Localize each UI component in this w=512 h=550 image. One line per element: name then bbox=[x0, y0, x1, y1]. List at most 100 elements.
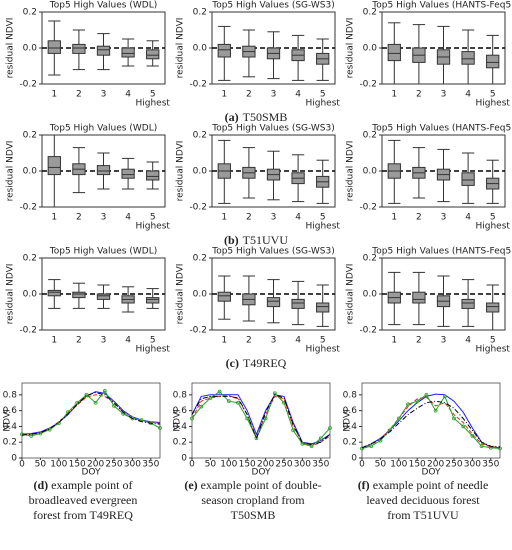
series-marker bbox=[442, 394, 447, 399]
x-tick-label: 50 bbox=[375, 460, 387, 470]
x-tick-label: 1 bbox=[51, 336, 57, 346]
x-axis-label: DOY bbox=[251, 468, 271, 478]
y-tick-label: 0.2 bbox=[193, 131, 207, 141]
x-tick-label: 3 bbox=[441, 213, 447, 223]
y-axis-label: residual NDVI bbox=[6, 18, 16, 79]
x-tick-label: 150 bbox=[69, 460, 86, 470]
series-marker bbox=[318, 436, 323, 441]
y-tick-label: 0.2 bbox=[23, 254, 37, 264]
x-tick-label: 300 bbox=[464, 460, 481, 470]
x-axis-label: DOY bbox=[421, 468, 441, 478]
y-tick-label: 0.4 bbox=[173, 422, 188, 432]
series-line bbox=[21, 391, 161, 436]
y-tick-label: 0.2 bbox=[193, 254, 207, 264]
series-marker bbox=[102, 388, 107, 393]
series-marker bbox=[461, 424, 466, 429]
series-marker bbox=[199, 404, 204, 409]
box bbox=[291, 298, 305, 309]
y-axis-label: residual NDVI bbox=[176, 18, 186, 79]
chart-title: Top5 High Values (SG-WS3) bbox=[211, 247, 335, 257]
y-tick-label: 0.4 bbox=[343, 422, 358, 432]
box bbox=[96, 45, 111, 56]
series-marker bbox=[130, 416, 135, 421]
x-tick-label: 4 bbox=[295, 90, 301, 100]
box bbox=[47, 156, 61, 176]
caption: T50SMB bbox=[231, 508, 276, 522]
caption-label: (c) bbox=[226, 356, 239, 370]
series-marker bbox=[263, 416, 268, 421]
box bbox=[47, 40, 61, 54]
chart-title: Top5 High Values (SG-WS3) bbox=[211, 1, 335, 11]
caption-text: T50SMB bbox=[231, 508, 276, 522]
x-tick-label: 150 bbox=[409, 460, 426, 470]
y-tick-label: 0.0 bbox=[363, 167, 378, 177]
x-tick-label: 300 bbox=[294, 460, 311, 470]
x-tick-label: 2 bbox=[416, 213, 422, 223]
y-tick-label: 0 bbox=[11, 454, 17, 464]
x-tick-label: 5 bbox=[320, 336, 326, 346]
box bbox=[121, 47, 135, 58]
y-tick-label: 0.2 bbox=[23, 131, 37, 141]
caption-label: (f) bbox=[358, 478, 370, 492]
caption-label: (e) bbox=[184, 478, 197, 492]
series-marker bbox=[300, 441, 305, 446]
x-tick-label: 4 bbox=[125, 90, 131, 100]
y-axis-label: residual NDVI bbox=[346, 264, 356, 325]
caption-text: forest from T49REQ bbox=[33, 508, 133, 522]
series-marker bbox=[190, 416, 194, 421]
y-axis-label: NDVI bbox=[173, 409, 183, 431]
caption: from T51UVU bbox=[387, 508, 459, 522]
x-tick-label: 4 bbox=[125, 213, 131, 223]
y-tick-label: 0.2 bbox=[363, 254, 377, 264]
y-tick-label: -0.2 bbox=[19, 203, 37, 213]
series-marker bbox=[93, 400, 98, 405]
x-tick-label: 4 bbox=[465, 213, 471, 223]
y-tick-label: 0.2 bbox=[363, 8, 377, 18]
y-tick-label: 0.8 bbox=[3, 390, 18, 400]
x-tick-label: 0 bbox=[19, 460, 25, 470]
y-tick-label: 0 bbox=[351, 454, 357, 464]
series-marker bbox=[158, 426, 162, 430]
x-tick-label: 350 bbox=[142, 460, 159, 470]
row-caption: (b) T51UVU bbox=[224, 233, 288, 247]
y-tick-label: -0.2 bbox=[189, 80, 207, 90]
x-tick-label: 3 bbox=[441, 336, 447, 346]
y-tick-label: 0.6 bbox=[343, 406, 358, 416]
chart-title: Top5 High Values (WDL) bbox=[49, 124, 157, 134]
y-axis-label: residual NDVI bbox=[346, 18, 356, 79]
chart-title: Top5 High Values (HANTS-Feq5) bbox=[371, 124, 512, 134]
box bbox=[96, 165, 111, 176]
box bbox=[121, 168, 135, 179]
y-tick-label: 0.0 bbox=[193, 290, 208, 300]
y-axis-label: residual NDVI bbox=[346, 141, 356, 202]
y-tick-label: 0.2 bbox=[23, 8, 37, 18]
x-tick-label: 5 bbox=[150, 90, 156, 100]
series-marker bbox=[424, 392, 429, 397]
series-line bbox=[191, 394, 331, 446]
x-tick-label: 5 bbox=[150, 213, 156, 223]
x-tick-label: 150 bbox=[239, 460, 256, 470]
caption: (e) example point of double- bbox=[184, 478, 321, 492]
y-tick-label: 0.0 bbox=[23, 167, 38, 177]
y-tick-label: 0.6 bbox=[173, 406, 188, 416]
box bbox=[72, 291, 86, 299]
x-tick-label: 1 bbox=[51, 213, 57, 223]
y-tick-label: 0.0 bbox=[363, 44, 378, 54]
series-marker bbox=[415, 399, 420, 404]
x-tick-label: 200 bbox=[257, 460, 274, 470]
y-tick-label: 0.2 bbox=[193, 8, 207, 18]
annotation: Highest bbox=[475, 99, 510, 109]
x-tick-label: 4 bbox=[465, 336, 471, 346]
caption-text: season cropland from bbox=[201, 493, 305, 507]
x-tick-label: 250 bbox=[105, 460, 122, 470]
box bbox=[217, 291, 231, 302]
x-tick-label: 250 bbox=[275, 460, 292, 470]
x-tick-label: 1 bbox=[51, 90, 57, 100]
box bbox=[146, 170, 160, 181]
caption-text: example point of bbox=[51, 478, 132, 492]
x-tick-label: 4 bbox=[295, 213, 301, 223]
x-tick-label: 0 bbox=[359, 460, 365, 470]
box bbox=[412, 291, 426, 304]
y-tick-label: 0.2 bbox=[173, 438, 187, 448]
